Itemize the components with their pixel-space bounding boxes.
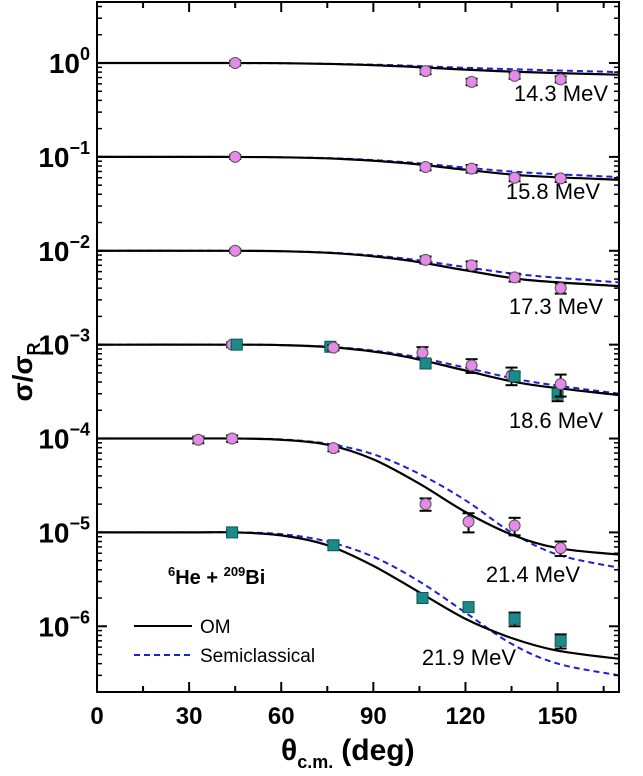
om-curve <box>96 249 620 288</box>
tick-layer: 0 30 60 90 120 150 100 10−1 10−2 10−3 10−4 10−5 10−6 <box>38 2 619 730</box>
point-layer <box>192 57 567 650</box>
label-layer: 14.3 MeV 15.8 MeV 17.3 MeV 18.6 MeV 21.4 MeV… <box>422 81 608 670</box>
data-point <box>419 161 432 174</box>
data-point <box>327 539 340 552</box>
curve-layer <box>96 61 620 677</box>
data-point <box>419 65 432 78</box>
x-axis-title: θc.m. (deg) <box>281 734 415 772</box>
data-point <box>462 601 475 614</box>
x-tick-label: 150 <box>538 703 578 730</box>
data-point <box>508 612 521 625</box>
data-point <box>465 162 478 175</box>
data-point <box>229 244 242 257</box>
data-point <box>419 498 432 511</box>
x-tick-label: 0 <box>90 703 103 730</box>
data-point <box>192 433 205 446</box>
y-tick-label: 10−3 <box>38 326 90 361</box>
data-point <box>226 432 239 445</box>
om-curve <box>96 437 620 556</box>
data-point <box>554 378 567 391</box>
legend-om-label: OM <box>200 617 231 638</box>
y-tick-label: 10−2 <box>38 232 90 267</box>
data-point <box>554 172 567 185</box>
y-tick-label: 10−4 <box>38 420 90 455</box>
data-point <box>416 346 429 359</box>
legend-semiclassical-label: Semiclassical <box>200 646 315 667</box>
data-point <box>327 442 340 455</box>
data-point <box>508 271 521 284</box>
x-tick-label: 60 <box>268 703 295 730</box>
data-point <box>229 57 242 70</box>
data-point <box>554 282 567 295</box>
legend: OM Semiclassical <box>134 617 315 667</box>
data-point <box>554 634 567 647</box>
y-tick-label: 10−6 <box>38 607 90 642</box>
plot-frame <box>96 1 620 693</box>
energy-label: 14.3 MeV <box>514 81 608 106</box>
y-axis-title: σ/σR <box>7 342 44 401</box>
data-point <box>554 73 567 86</box>
om-curve <box>97 61 620 76</box>
y-tick-label: 10−1 <box>38 138 90 173</box>
y-tick-label: 100 <box>49 44 90 79</box>
data-point <box>229 150 242 163</box>
y-axis-title-group: σ/σR <box>7 342 44 401</box>
data-point <box>230 338 243 351</box>
data-point <box>508 519 521 532</box>
data-point <box>226 526 239 539</box>
data-point <box>508 171 521 184</box>
reaction-label: 6He + 209Bi <box>168 564 265 589</box>
data-point <box>508 69 521 82</box>
x-tick-label: 30 <box>176 703 203 730</box>
energy-label: 21.9 MeV <box>422 645 516 670</box>
x-tick-label: 120 <box>445 703 485 730</box>
y-tick-label: 10−5 <box>38 513 90 548</box>
data-point <box>554 542 567 555</box>
om-curve <box>97 531 620 660</box>
energy-label: 18.6 MeV <box>509 408 603 433</box>
energy-label: 15.8 MeV <box>506 179 600 204</box>
energy-label: 21.4 MeV <box>486 562 580 587</box>
data-point <box>419 357 432 370</box>
data-point <box>419 253 432 266</box>
data-point <box>465 359 478 372</box>
semiclassical-curve <box>97 531 620 677</box>
data-point <box>465 75 478 88</box>
om-curve <box>96 155 620 181</box>
data-point <box>465 259 478 272</box>
data-point <box>327 341 340 354</box>
data-point <box>462 515 475 528</box>
data-point <box>508 370 521 383</box>
energy-label: 17.3 MeV <box>509 294 603 319</box>
semiclassical-curve <box>96 155 620 179</box>
x-tick-label: 90 <box>360 703 387 730</box>
om-curve <box>96 343 620 397</box>
semiclassical-curve <box>96 343 620 395</box>
semiclassical-curve <box>96 249 620 284</box>
data-point <box>416 592 429 605</box>
